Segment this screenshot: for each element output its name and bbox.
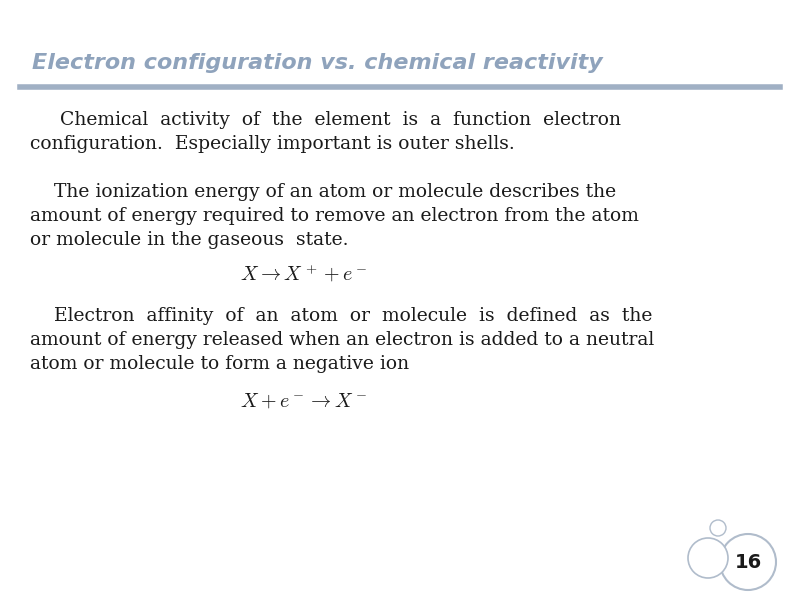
Text: amount of energy required to remove an electron from the atom: amount of energy required to remove an e…: [30, 207, 639, 225]
Text: configuration.  Especially important is outer shells.: configuration. Especially important is o…: [30, 135, 515, 153]
Text: or molecule in the gaseous  state.: or molecule in the gaseous state.: [30, 231, 349, 249]
Text: atom or molecule to form a negative ion: atom or molecule to form a negative ion: [30, 355, 410, 373]
Text: $X \rightarrow X^+ + e^-$: $X \rightarrow X^+ + e^-$: [240, 263, 368, 284]
Text: amount of energy released when an electron is added to a neutral: amount of energy released when an electr…: [30, 331, 654, 349]
Text: Electron configuration vs. chemical reactivity: Electron configuration vs. chemical reac…: [32, 53, 602, 73]
Text: Electron  affinity  of  an  atom  or  molecule  is  defined  as  the: Electron affinity of an atom or molecule…: [30, 307, 653, 325]
Circle shape: [688, 538, 728, 578]
Text: 16: 16: [734, 553, 762, 571]
Text: Chemical  activity  of  the  element  is  a  function  electron: Chemical activity of the element is a fu…: [60, 111, 621, 129]
Text: $X + e^- \rightarrow X^-$: $X + e^- \rightarrow X^-$: [240, 391, 368, 410]
Text: The ionization energy of an atom or molecule describes the: The ionization energy of an atom or mole…: [30, 183, 617, 201]
Circle shape: [720, 534, 776, 590]
Circle shape: [710, 520, 726, 536]
